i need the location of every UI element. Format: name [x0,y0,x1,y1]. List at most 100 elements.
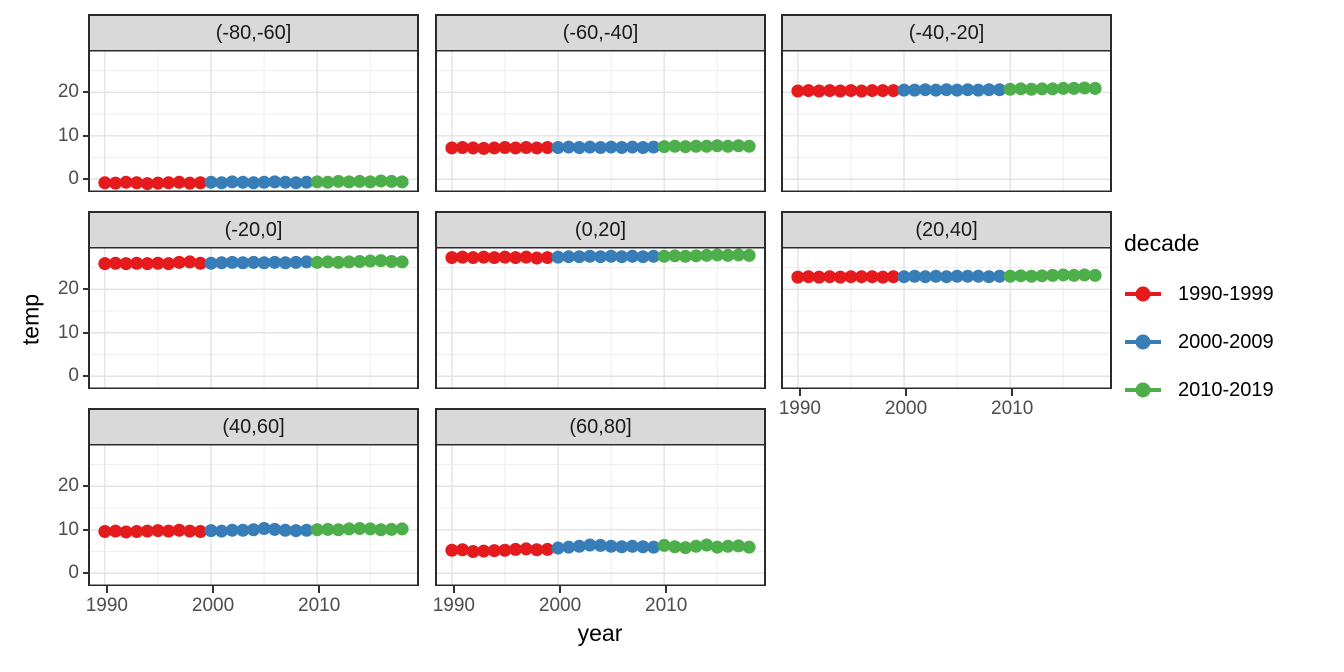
data-point [385,522,399,536]
facet-panel [88,246,419,390]
data-point [929,83,943,97]
facet-panel [781,246,1112,390]
data-point [583,538,597,552]
data-point [215,524,229,538]
data-point [374,523,388,537]
legend-key-line-dot-icon [1125,286,1161,302]
data-point [961,83,975,97]
data-point [721,139,735,153]
data-point [908,83,922,97]
facet-panel [435,246,766,390]
data-point [594,250,607,264]
data-point [689,139,703,153]
data-point [844,84,858,98]
data-point [668,249,682,263]
data-point [140,524,154,538]
facet-strip: (-80,-60] [88,14,419,52]
data-point [183,524,197,538]
legend-label: 2000-2009 [1178,330,1274,353]
x-tick [905,389,908,396]
data-point [395,255,409,269]
x-tick-label: 1990 [432,595,475,616]
data-point [268,522,282,536]
data-point [918,83,932,97]
facet-strip: (40,60] [88,408,419,446]
data-point [498,141,512,155]
data-point [310,255,324,269]
data-point [247,255,260,269]
x-tick-label: 1990 [85,595,128,616]
data-point [572,250,586,264]
data-point [509,542,523,556]
data-point [551,250,565,264]
data-point [385,254,399,268]
data-point [710,540,724,554]
facet-strip: (-20,0] [88,211,419,249]
data-point [247,176,260,190]
data-point [530,543,544,557]
data-point [487,251,501,265]
facet-panel-canvas [781,49,1112,193]
data-point [865,270,879,284]
data-point [583,249,597,263]
data-point [668,139,682,153]
data-point [466,251,480,265]
data-point [151,256,165,270]
data-point [466,141,480,155]
data-point [395,522,409,536]
data-point [162,257,176,271]
legend: decade 1990-1999 2000-2009 2010-2019 [1124,230,1274,425]
data-point [625,539,639,553]
legend-label: 2010-2019 [1178,378,1274,401]
data-point [487,141,501,155]
y-tick-label: 10 [57,518,79,540]
data-point [636,540,650,554]
facet-strip: (60,80] [435,408,766,446]
data-point [700,139,714,153]
x-tick-label: 2000 [538,595,582,616]
data-point [886,270,900,284]
data-point [278,523,292,537]
data-point [455,543,469,557]
data-point [742,139,756,153]
data-point [823,84,837,98]
data-point [1088,268,1102,282]
data-point [172,175,186,189]
legend-entry-1990-1999: 1990-1999 [1124,281,1274,307]
y-tick-label: 20 [57,475,79,497]
x-tick-label: 2010 [298,595,341,616]
y-tick [83,572,90,575]
data-point [374,174,388,188]
data-point [519,141,533,155]
x-tick-label: 2010 [991,398,1034,419]
data-point [289,255,303,269]
data-point [225,175,239,189]
y-tick-label: 0 [68,562,79,584]
data-point [385,174,399,188]
data-point [562,540,576,554]
data-point [236,175,250,189]
data-point [257,521,271,535]
data-point [940,83,953,97]
data-point [897,83,911,97]
data-point [1067,268,1081,282]
data-point [721,539,735,553]
data-point [1003,269,1017,283]
data-point [940,270,953,284]
facet-strip: (-60,-40] [435,14,766,52]
data-point [204,524,218,538]
data-point [540,251,554,265]
data-point [1024,269,1038,283]
y-tick-label: 20 [57,278,79,300]
y-tick [83,331,90,334]
data-point [353,254,367,268]
data-point [162,176,176,190]
data-point [1088,81,1102,95]
data-point [477,544,491,558]
data-point [1067,81,1081,95]
legend-key-line-dot-icon [1125,382,1161,398]
data-point [342,255,356,269]
data-point [742,540,756,554]
data-point [519,250,533,264]
data-point [636,141,650,155]
